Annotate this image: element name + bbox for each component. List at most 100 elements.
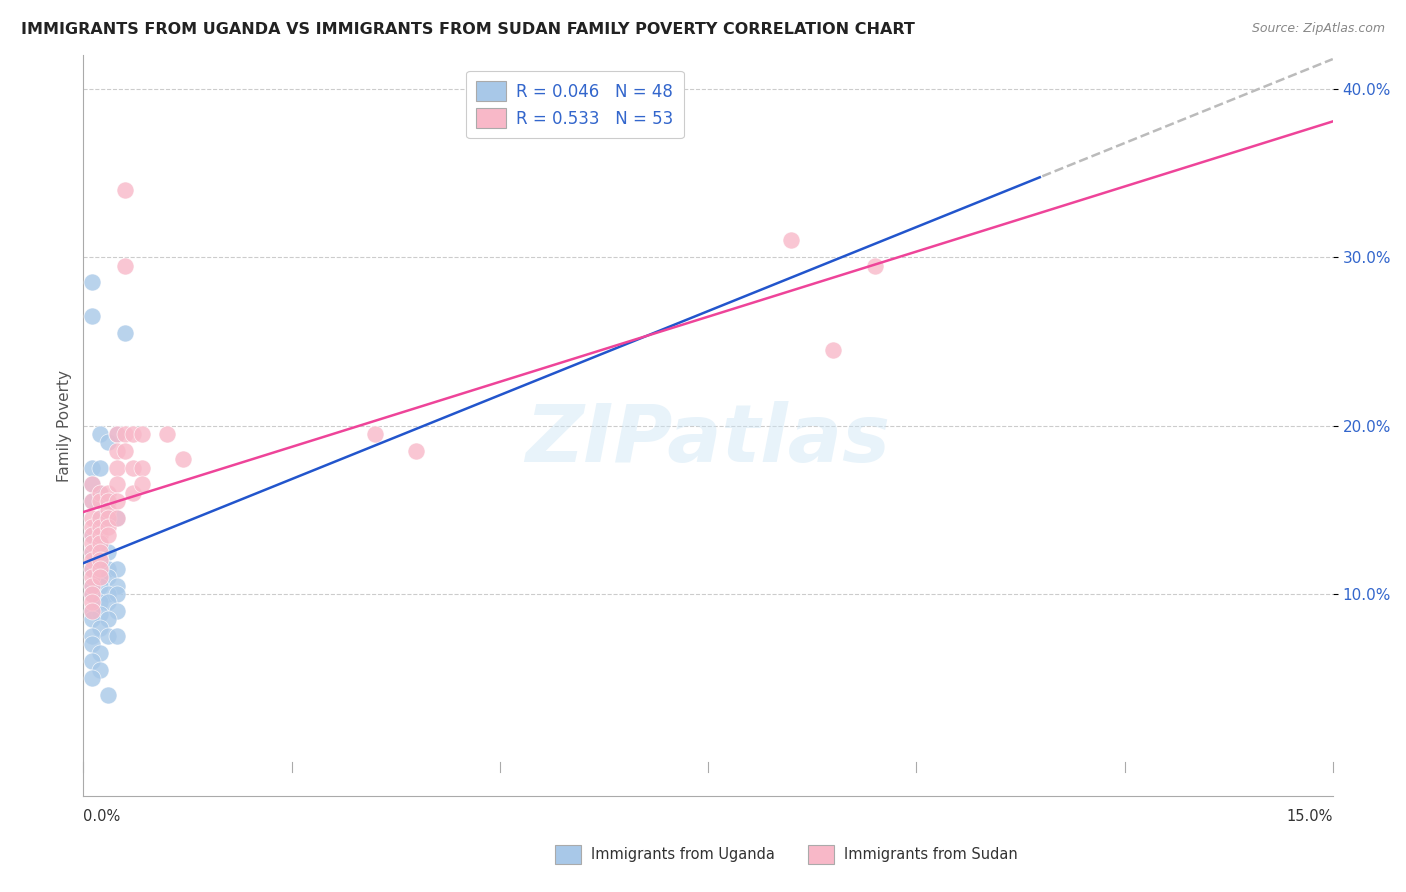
Point	[80, 477, 103, 491]
Point	[97, 494, 120, 508]
Point	[105, 578, 128, 592]
Point	[114, 183, 136, 197]
Point	[89, 528, 111, 542]
Point	[89, 553, 111, 567]
Point	[105, 494, 128, 508]
Point	[89, 486, 111, 500]
Point	[89, 536, 111, 550]
Y-axis label: Family Poverty: Family Poverty	[58, 369, 72, 482]
Point	[80, 562, 103, 576]
Point	[97, 502, 120, 516]
Point	[80, 570, 103, 584]
Point	[114, 326, 136, 340]
Point	[155, 427, 177, 442]
Point	[89, 595, 111, 609]
Point	[89, 562, 111, 576]
Point	[97, 562, 120, 576]
Point	[122, 427, 145, 442]
Point	[89, 545, 111, 559]
Point	[80, 629, 103, 643]
Text: 0.0%: 0.0%	[83, 809, 121, 824]
Point	[131, 460, 153, 475]
Point	[780, 233, 803, 247]
Point	[80, 477, 103, 491]
Point	[80, 604, 103, 618]
Text: ZIPatlas: ZIPatlas	[526, 401, 890, 479]
Point	[114, 259, 136, 273]
Point	[97, 629, 120, 643]
Point	[97, 511, 120, 525]
Point	[89, 460, 111, 475]
Point	[89, 519, 111, 533]
Point	[821, 343, 844, 357]
Point	[80, 578, 103, 592]
Point	[80, 587, 103, 601]
Point	[80, 604, 103, 618]
Point	[89, 486, 111, 500]
Point	[89, 511, 111, 525]
Point	[97, 435, 120, 450]
Point	[89, 536, 111, 550]
Text: Immigrants from Uganda: Immigrants from Uganda	[591, 847, 775, 862]
Point	[89, 621, 111, 635]
Point	[131, 427, 153, 442]
Point	[97, 528, 120, 542]
Point	[105, 604, 128, 618]
Point	[97, 612, 120, 626]
Point	[172, 452, 194, 467]
Point	[80, 519, 103, 533]
Point	[80, 545, 103, 559]
Legend: R = 0.046   N = 48, R = 0.533   N = 53: R = 0.046 N = 48, R = 0.533 N = 53	[467, 70, 683, 138]
Point	[89, 553, 111, 567]
Point	[105, 427, 128, 442]
Point	[89, 607, 111, 622]
Point	[863, 259, 886, 273]
Point	[97, 486, 120, 500]
Text: Source: ZipAtlas.com: Source: ZipAtlas.com	[1251, 22, 1385, 36]
Point	[97, 688, 120, 702]
Point	[80, 595, 103, 609]
Point	[89, 578, 111, 592]
Point	[80, 536, 103, 550]
Point	[105, 587, 128, 601]
Point	[114, 443, 136, 458]
Point	[80, 309, 103, 323]
Point	[131, 477, 153, 491]
Point	[89, 663, 111, 677]
Text: Immigrants from Sudan: Immigrants from Sudan	[844, 847, 1018, 862]
Point	[80, 460, 103, 475]
Point	[97, 511, 120, 525]
Point	[80, 494, 103, 508]
Point	[80, 545, 103, 559]
Text: IMMIGRANTS FROM UGANDA VS IMMIGRANTS FROM SUDAN FAMILY POVERTY CORRELATION CHART: IMMIGRANTS FROM UGANDA VS IMMIGRANTS FRO…	[21, 22, 915, 37]
Text: 15.0%: 15.0%	[1286, 809, 1333, 824]
Point	[122, 486, 145, 500]
Point	[80, 553, 103, 567]
Point	[97, 519, 120, 533]
Point	[80, 654, 103, 668]
Point	[97, 570, 120, 584]
Point	[97, 494, 120, 508]
Point	[122, 460, 145, 475]
Point	[80, 276, 103, 290]
Point	[80, 528, 103, 542]
Point	[105, 511, 128, 525]
Point	[80, 511, 103, 525]
Point	[105, 562, 128, 576]
Point	[80, 612, 103, 626]
Point	[89, 494, 111, 508]
Point	[105, 427, 128, 442]
Point	[80, 637, 103, 651]
Point	[89, 570, 111, 584]
Point	[97, 545, 120, 559]
Point	[80, 671, 103, 685]
Point	[80, 494, 103, 508]
Point	[97, 587, 120, 601]
Point	[105, 511, 128, 525]
Point	[80, 562, 103, 576]
Point	[80, 528, 103, 542]
Point	[364, 427, 387, 442]
Point	[80, 587, 103, 601]
Point	[97, 595, 120, 609]
Point	[105, 460, 128, 475]
